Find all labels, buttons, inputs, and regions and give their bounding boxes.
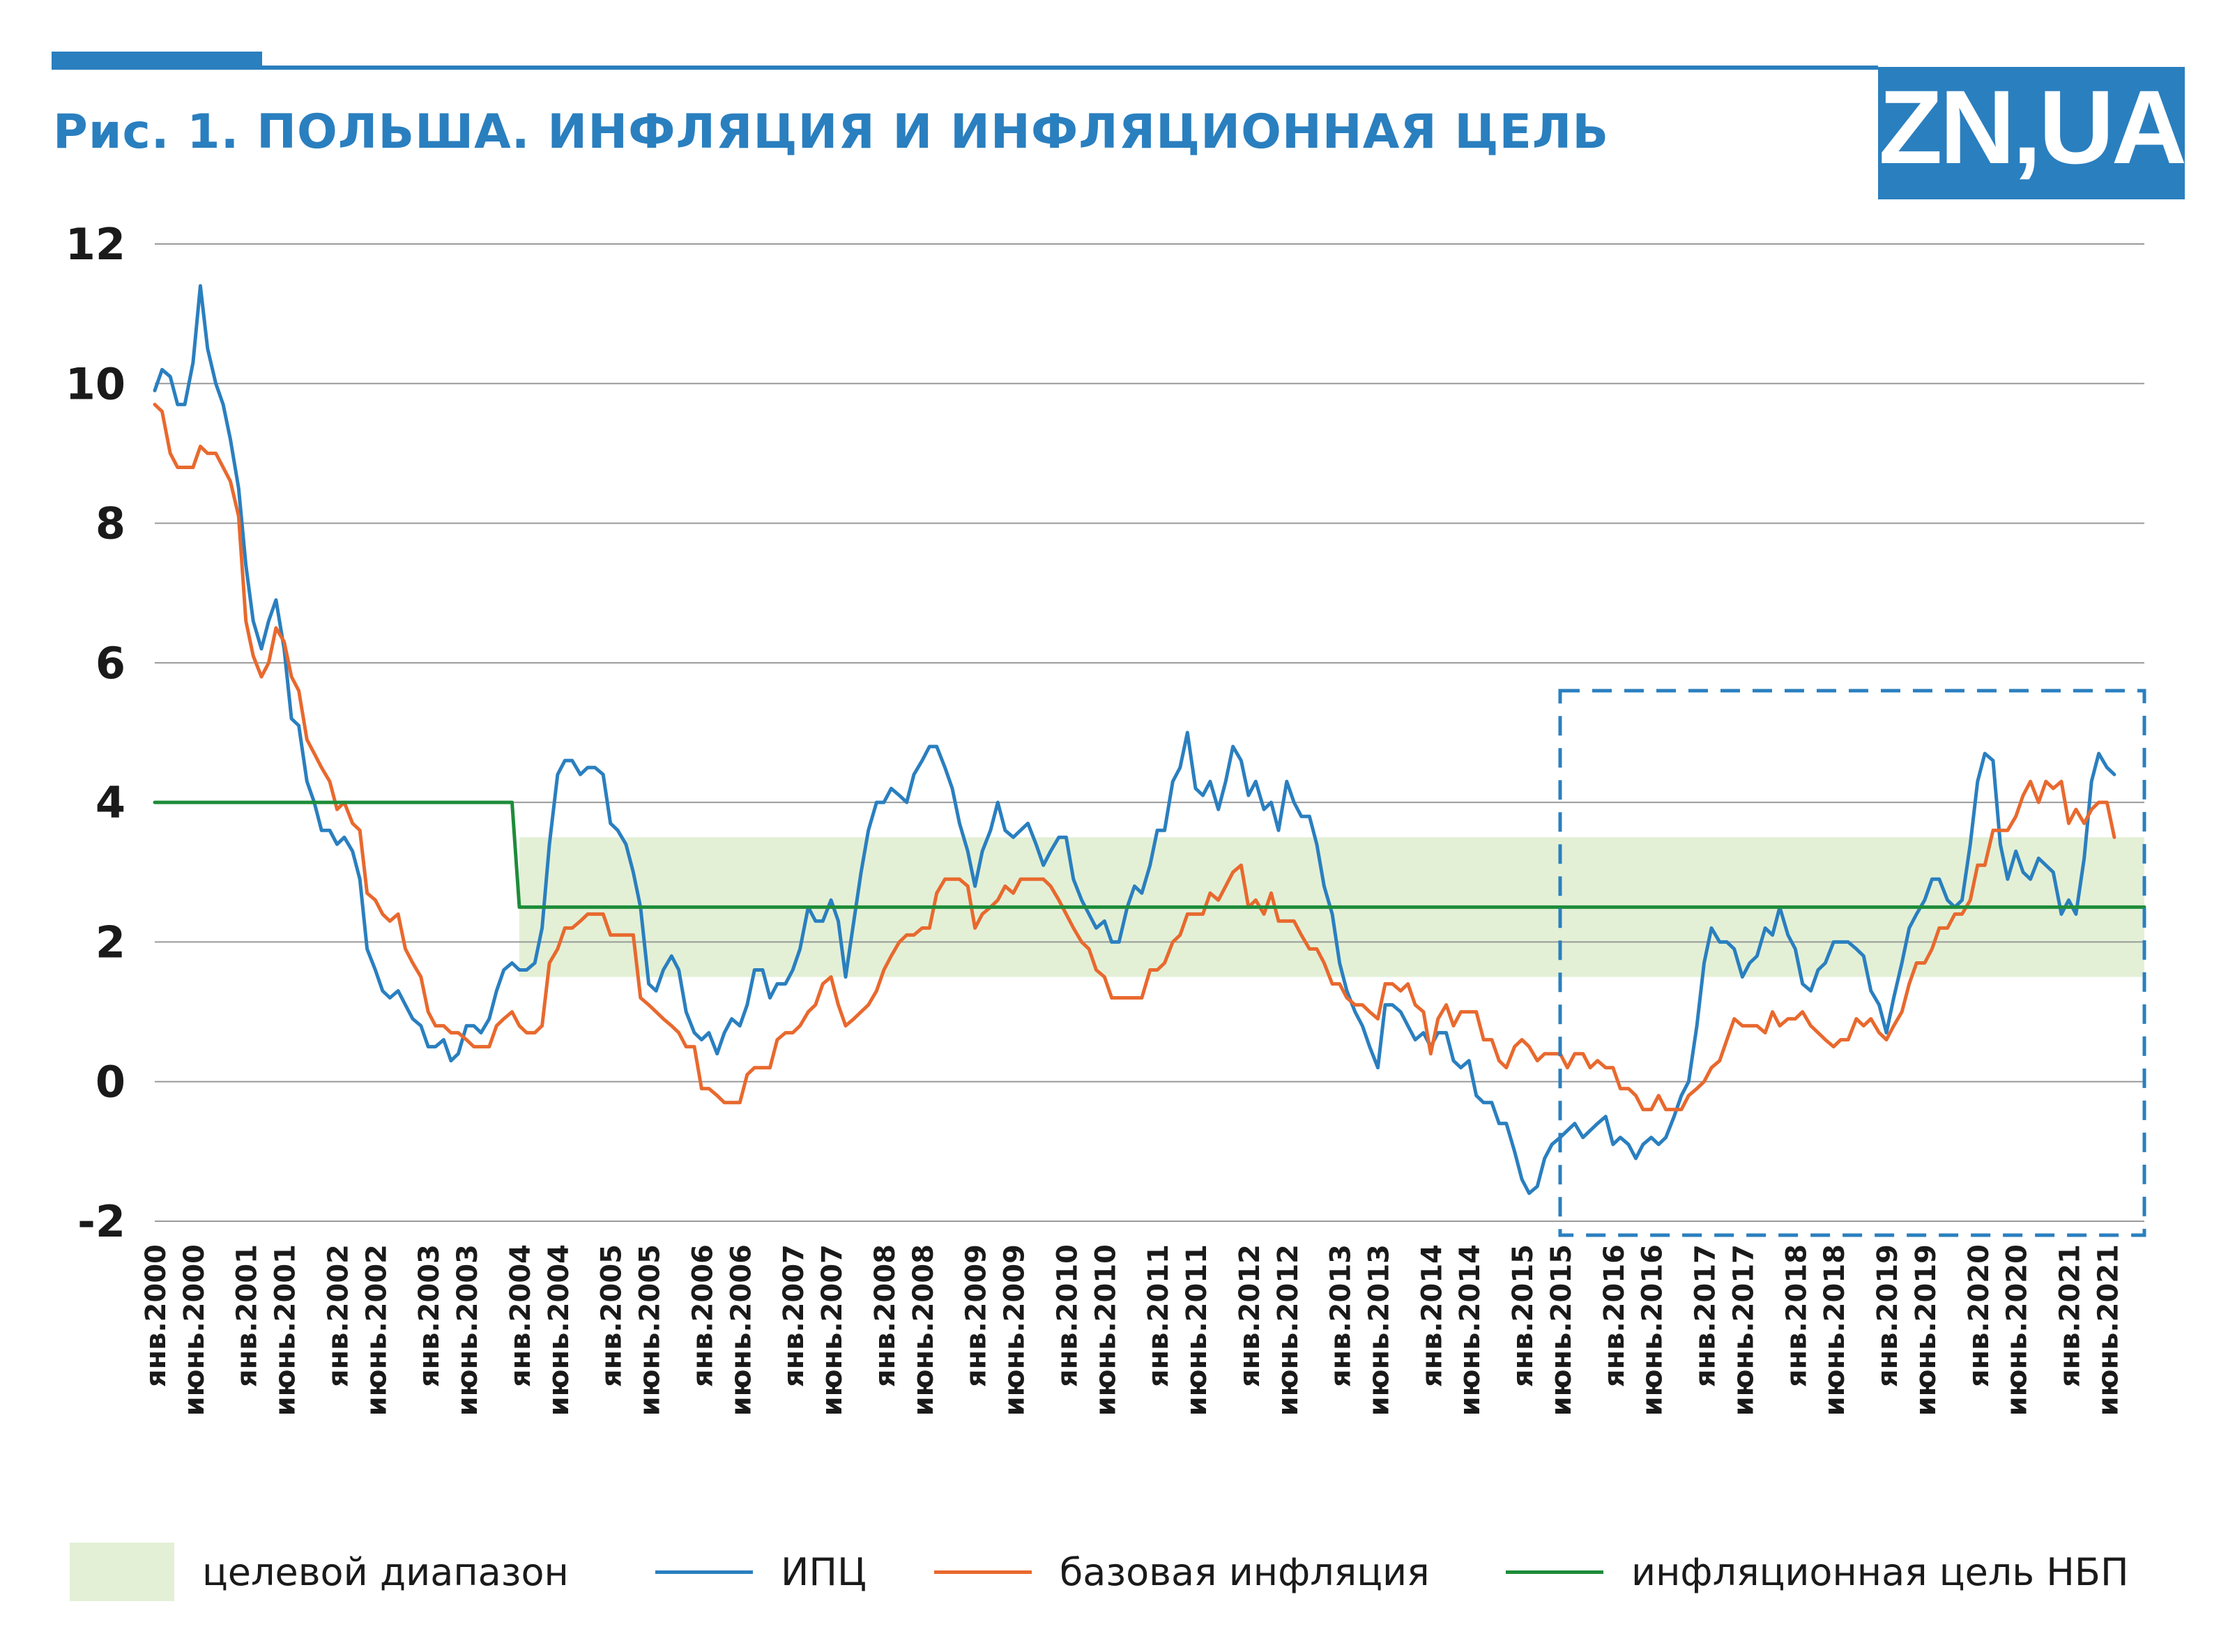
y-axis-ticks: 12 10 8 6 4 2 0 -2 [66,219,125,1247]
legend-label-target: инфляционная цель НБП [1631,1550,2129,1594]
y-tick-label: 2 [96,917,125,968]
x-tick-label: янв.2004 [505,1244,537,1387]
x-tick-label: июнь.2006 [725,1244,757,1416]
series-line-core [153,402,2116,1112]
x-tick-label: июнь.2020 [2001,1244,2034,1416]
x-tick-label: янв.2020 [1963,1244,1995,1387]
x-tick-label: янв.2006 [687,1244,719,1387]
legend-swatch-target [1506,1570,1603,1574]
x-tick-label: июнь.2017 [1727,1244,1760,1416]
x-tick-label: янв.2009 [961,1244,993,1387]
y-tick-label: 10 [66,358,125,409]
y-tick-label: -2 [77,1196,125,1247]
x-tick-label: июнь.2015 [1546,1244,1578,1416]
highlight-box-layer [1558,689,2146,1237]
header-rule [52,66,1878,70]
x-tick-label: янв.2014 [1416,1244,1448,1387]
x-tick-label: янв.2018 [1780,1244,1813,1387]
x-tick-label: июнь.2018 [1819,1244,1851,1416]
y-tick-label: 6 [96,638,125,689]
x-tick-label: янв.2016 [1598,1244,1631,1387]
legend-label-band: целевой диапазон [202,1550,569,1594]
x-tick-label: июнь.2021 [2092,1244,2124,1416]
y-tick-label: 0 [96,1057,125,1108]
x-tick-label: янв.2000 [140,1244,172,1387]
x-tick-label: июнь.2010 [1090,1244,1122,1416]
series-line-target [153,800,2146,909]
highlight-box [1558,689,2146,1237]
x-tick-label: июнь.2016 [1637,1244,1669,1416]
legend-swatch-core [934,1570,1032,1574]
x-tick-label: янв.2007 [778,1244,810,1387]
legend-label-cpi: ИПЦ [781,1550,867,1594]
brand-logo-text: ZN,UA [1879,68,2185,185]
x-axis-ticks: янв.2000 июнь.2000 янв.2001 июнь.2001 янв.20… [140,1244,2124,1416]
x-tick-label: янв.2001 [231,1244,264,1387]
x-tick-label: янв.2002 [322,1244,354,1387]
series-lines [153,284,2146,1195]
chart-title: Рис. 1. ПОЛЬША. ИНФЛЯЦИЯ И ИНФЛЯЦИОННАЯ … [53,105,1610,160]
x-tick-label: янв.2013 [1325,1244,1357,1387]
gridlines [155,243,2144,1222]
legend-item-band: целевой диапазон [70,1534,569,1610]
x-tick-label: июнь.2009 [999,1244,1031,1416]
legend-item-target: инфляционная цель НБП [1506,1534,2129,1610]
x-tick-label: июнь.2014 [1454,1244,1486,1416]
legend-item-core: базовая инфляция [934,1534,1430,1610]
legend-label-core: базовая инфляция [1060,1550,1430,1594]
x-tick-label: янв.2019 [1872,1244,1904,1387]
x-tick-label: июнь.2001 [270,1244,302,1416]
x-tick-label: июнь.2013 [1363,1244,1395,1416]
x-tick-label: янв.2008 [869,1244,901,1387]
x-tick-label: июнь.2008 [908,1244,940,1416]
x-tick-label: янв.2011 [1143,1244,1175,1387]
series-line-cpi [153,284,2116,1195]
legend: целевой диапазон ИПЦ базовая инфляция ин… [70,1534,2161,1610]
x-tick-label: июнь.2012 [1272,1244,1304,1416]
y-tick-label: 8 [96,498,125,549]
legend-swatch-band [70,1543,174,1601]
x-tick-label: янв.2015 [1507,1244,1539,1387]
x-tick-label: янв.2017 [1690,1244,1722,1387]
x-tick-label: июнь.2011 [1181,1244,1213,1416]
y-tick-label: 12 [66,219,125,270]
x-tick-label: янв.2005 [596,1244,628,1387]
x-tick-label: янв.2021 [2054,1244,2086,1387]
x-tick-label: янв.2003 [413,1244,445,1387]
x-tick-label: июнь.2004 [543,1244,575,1416]
x-tick-label: июнь.2002 [360,1244,392,1416]
x-tick-label: янв.2010 [1051,1244,1083,1387]
brand-logo: ZN,UA [1878,67,2185,199]
x-tick-label: янв.2012 [1234,1244,1266,1387]
x-tick-label: июнь.2000 [178,1244,211,1416]
legend-swatch-cpi [655,1570,753,1574]
x-tick-label: июнь.2019 [1910,1244,1942,1416]
y-tick-label: 4 [96,777,125,828]
legend-item-cpi: ИПЦ [655,1534,867,1610]
x-tick-label: июнь.2003 [452,1244,484,1416]
x-tick-label: июнь.2005 [634,1244,666,1416]
x-tick-label: июнь.2007 [816,1244,848,1416]
